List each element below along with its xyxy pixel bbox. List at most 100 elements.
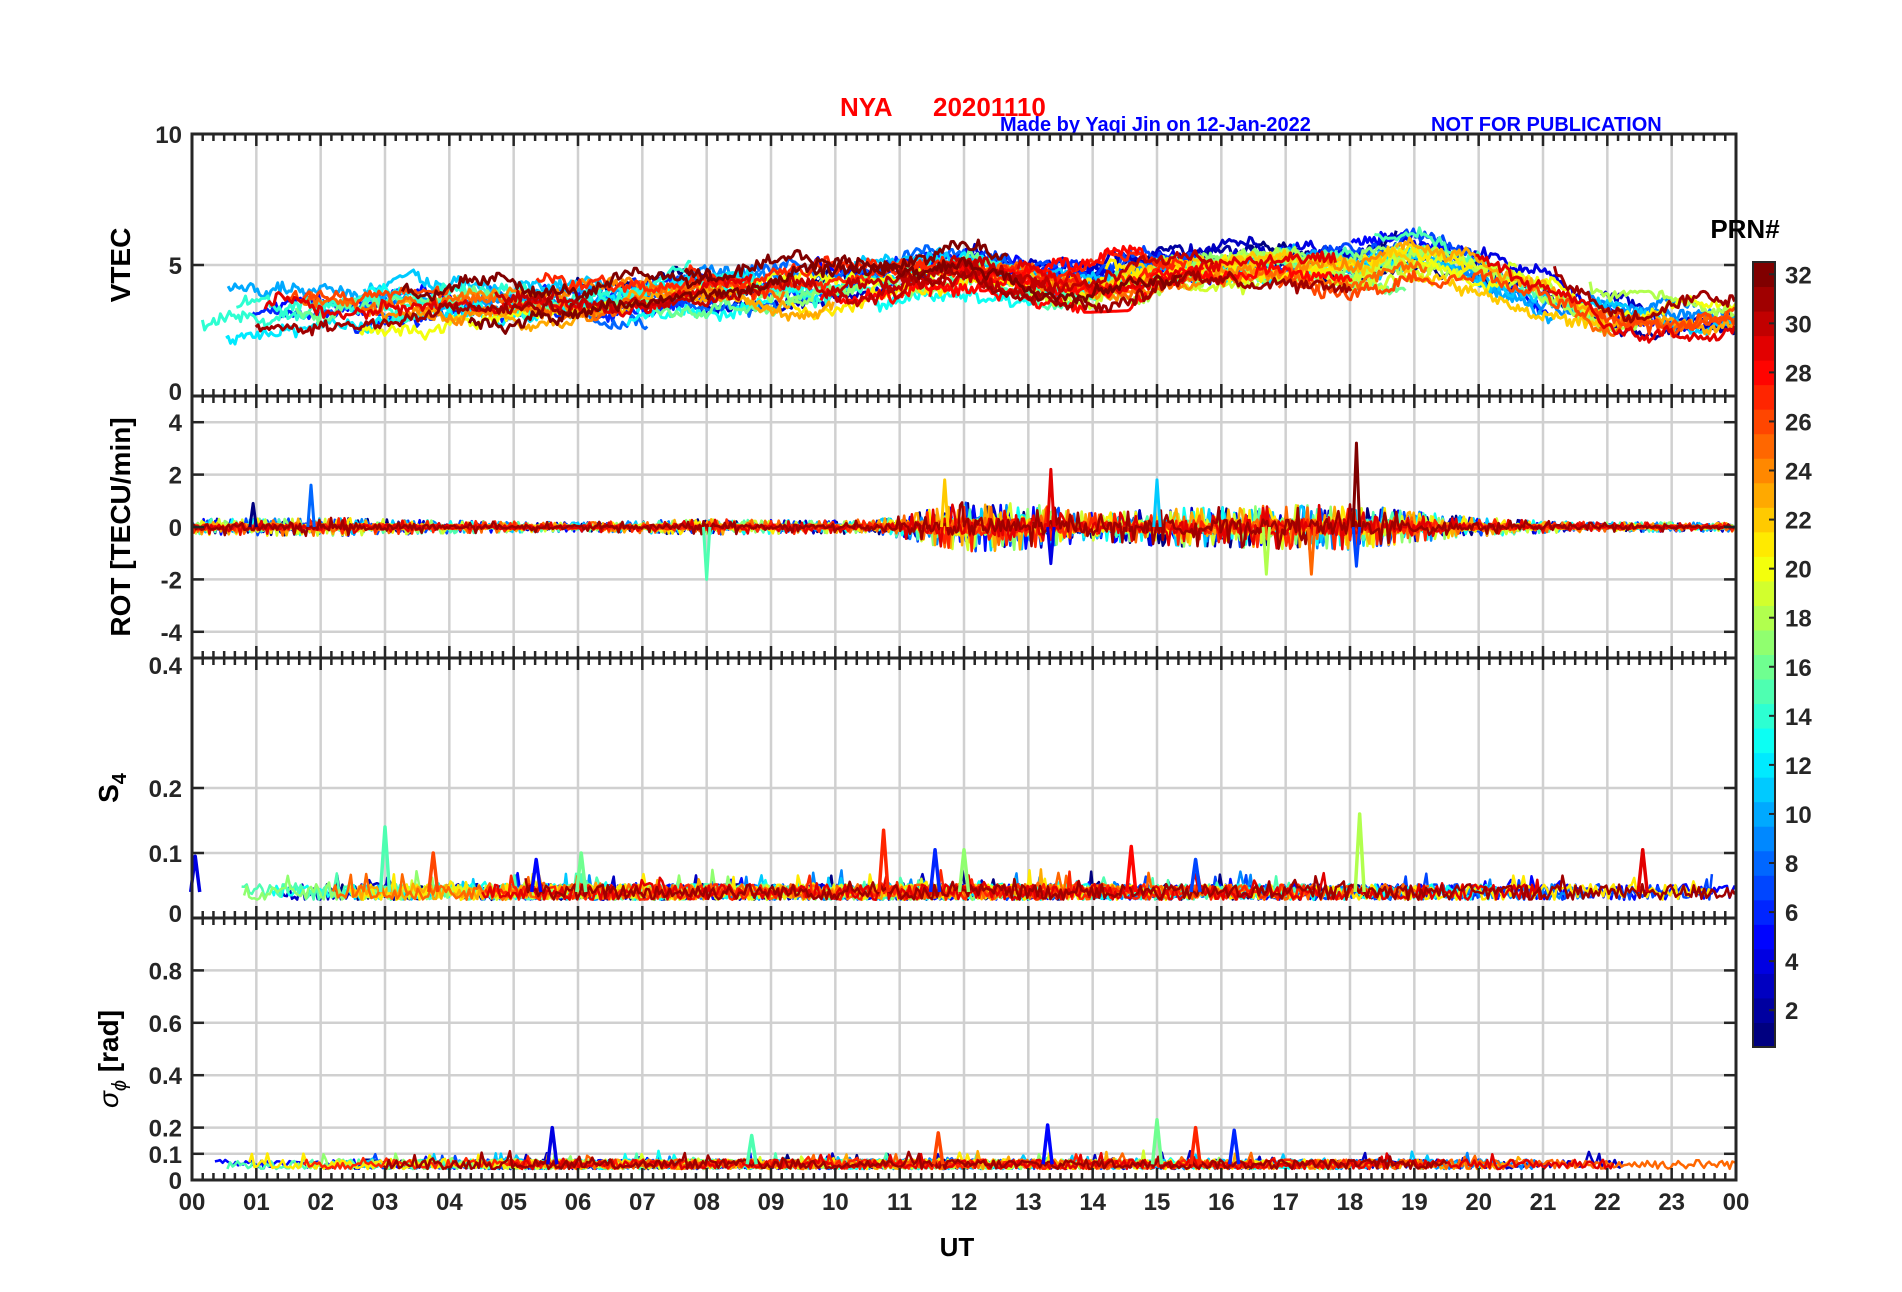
y-tick-label: 5 [169, 253, 182, 280]
series-line-prn-11 [362, 268, 614, 296]
y-tick-label: 2 [169, 463, 182, 490]
colorbar-segment [1753, 433, 1775, 459]
colorbar-tick-label: 10 [1785, 802, 1812, 829]
colorbar-tick-label: 26 [1785, 409, 1812, 436]
colorbar-segment [1753, 409, 1775, 435]
y-tick-label: 0.8 [149, 958, 182, 985]
y-axis-label: S4 [93, 772, 131, 803]
x-tick-label: 17 [1272, 1189, 1299, 1216]
spike [932, 1131, 945, 1165]
station-label: NYA [840, 92, 893, 122]
y-axis-label-subscript: 4 [109, 772, 131, 784]
colorbar-segment [1753, 801, 1775, 827]
colorbar-tick-label: 4 [1785, 949, 1799, 976]
spike [1227, 1128, 1241, 1165]
spike [701, 526, 712, 581]
spike [939, 478, 950, 528]
colorbar-tick-label: 32 [1785, 262, 1812, 289]
figure-title: NYA 20201110 Made by Yaqi Jin on 12-Jan-… [840, 92, 1662, 136]
x-tick-label: 05 [500, 1189, 527, 1216]
colorbar-segment [1753, 580, 1775, 606]
y-axis-label-symbol: σ [93, 1090, 124, 1108]
colorbar-segment [1753, 629, 1775, 655]
colorbar-segment [1753, 850, 1775, 876]
y-tick-label: 0.1 [149, 1142, 182, 1169]
series-line-prn-31 [191, 501, 1735, 551]
series-group [214, 1117, 1736, 1171]
y-tick-label: -4 [161, 620, 183, 647]
y-tick-label: 0 [169, 379, 182, 406]
spike [306, 483, 316, 528]
colorbar-segment [1753, 605, 1775, 631]
x-tick-label: 13 [1015, 1189, 1042, 1216]
spike [1636, 848, 1649, 893]
spike [928, 848, 942, 893]
x-axis-label: UT [940, 1232, 975, 1262]
y-axis-label: ROT [TECU/min] [105, 417, 136, 636]
series-group [190, 441, 1736, 581]
y-tick-label: 0 [169, 901, 182, 928]
x-tick-label: 22 [1594, 1189, 1621, 1216]
y-tick-label: 4 [169, 410, 183, 437]
colorbar-segment [1753, 458, 1775, 484]
series-line-prn-32 [468, 238, 1009, 335]
x-tick-label: 11 [887, 1189, 912, 1216]
x-tick-label: 10 [822, 1189, 849, 1216]
y-axis-label-subscript: ϕ [109, 1080, 131, 1091]
spike [1189, 1125, 1202, 1165]
colorbar-tick-label: 16 [1785, 655, 1812, 682]
series-line-prn-31 [524, 874, 1736, 902]
x-tick-label: 00 [1723, 1189, 1750, 1216]
colorbar-segment [1753, 654, 1775, 680]
series-line-prn-18 [1588, 281, 1735, 319]
y-axis-label-unit: [rad] [93, 1010, 124, 1080]
spike [1353, 812, 1366, 893]
colorbar-segment [1753, 360, 1775, 386]
x-tick-label: 01 [243, 1189, 270, 1216]
colorbar-segment [1753, 826, 1775, 852]
x-tick-label: 04 [436, 1189, 463, 1216]
colorbar-tick-label: 20 [1785, 557, 1812, 584]
y-axis-label: VTEC [105, 228, 136, 303]
series-line-prn-29 [1475, 253, 1736, 344]
spike [1150, 1117, 1164, 1165]
y-tick-label: 0.1 [149, 841, 182, 868]
spike [1046, 467, 1056, 528]
colorbar-segment [1753, 262, 1775, 288]
colorbar-segment [1753, 924, 1775, 950]
series-line-prn-26 [1277, 268, 1737, 331]
series-line-prn-32 [683, 248, 1183, 305]
x-tick-label: 18 [1337, 1189, 1364, 1216]
x-tick-label: 09 [758, 1189, 785, 1216]
x-tick-label: 02 [307, 1189, 334, 1216]
series-line-prn-31 [254, 297, 575, 337]
spike [529, 857, 543, 893]
series-line-prn-27 [535, 255, 925, 294]
colorbar-segment [1753, 482, 1775, 508]
spike [1046, 526, 1056, 566]
x-tick-label: 19 [1401, 1189, 1428, 1216]
colorbar-segment [1753, 507, 1775, 533]
colorbar-segment [1753, 311, 1775, 337]
colorbar-segment [1753, 973, 1775, 999]
colorbar-segment [1753, 531, 1775, 557]
y-tick-label: 0 [169, 515, 182, 542]
spike [1152, 478, 1162, 528]
series-line-prn-22 [1195, 245, 1415, 279]
series-line-prn-31 [1552, 265, 1736, 324]
series-line-prn-31 [895, 267, 1353, 314]
series-line-prn-30 [494, 267, 1042, 314]
colorbar-tick-label: 6 [1785, 900, 1798, 927]
spike [1261, 526, 1272, 576]
colorbar-tick-label: 14 [1785, 704, 1812, 731]
colorbar-tick-label: 18 [1785, 606, 1812, 633]
x-tick-label: 20 [1465, 1189, 1492, 1216]
y-tick-label: -2 [161, 567, 182, 594]
x-tick-label: 15 [1144, 1189, 1171, 1216]
spike [957, 848, 971, 893]
x-tick-label: 16 [1208, 1189, 1235, 1216]
colorbar-tick-label: 28 [1785, 360, 1812, 387]
colorbar-segment [1753, 286, 1775, 312]
